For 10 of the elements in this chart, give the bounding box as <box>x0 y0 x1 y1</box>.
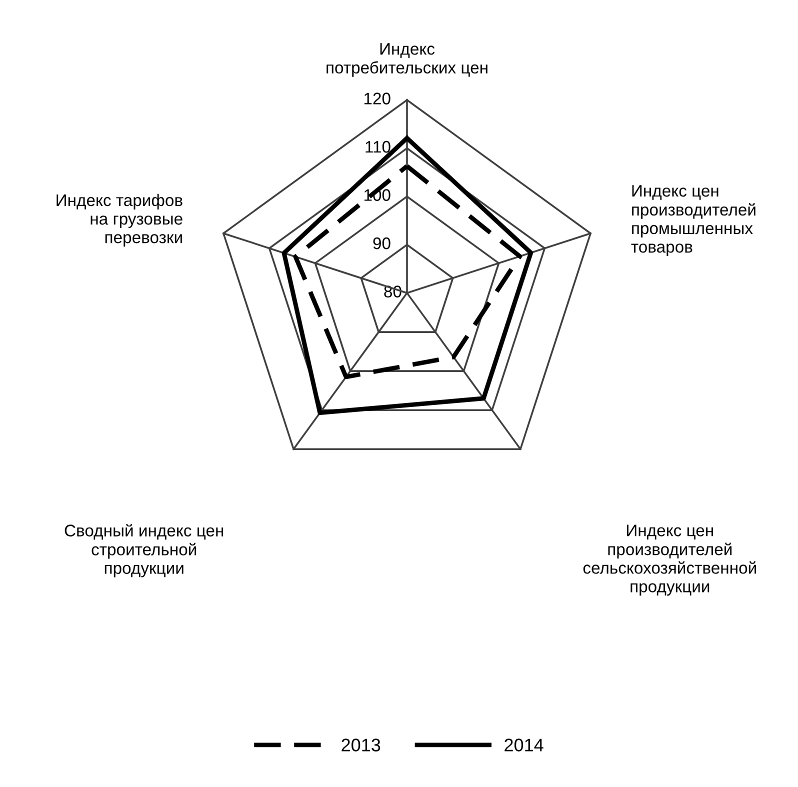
spoke-label: Сводный индекс цен строительной продукции <box>64 524 224 578</box>
legend-label: 2013 <box>342 738 380 752</box>
y-tick-label: 120 <box>364 92 390 104</box>
y-tick-label: 110 <box>366 140 390 153</box>
legend-label: 2014 <box>504 738 544 752</box>
spoke-label: Индекс потребительских цен <box>326 43 488 77</box>
spoke-label: Индекс тарифов на грузовые перевозки <box>56 194 182 247</box>
spoke-label: Индекс цен производителей промышленных товаров <box>631 185 756 256</box>
spoke-label: Индекс цен производителей сельскохозяйственной продукции <box>583 524 756 596</box>
y-tick-label: 90 <box>373 237 390 250</box>
